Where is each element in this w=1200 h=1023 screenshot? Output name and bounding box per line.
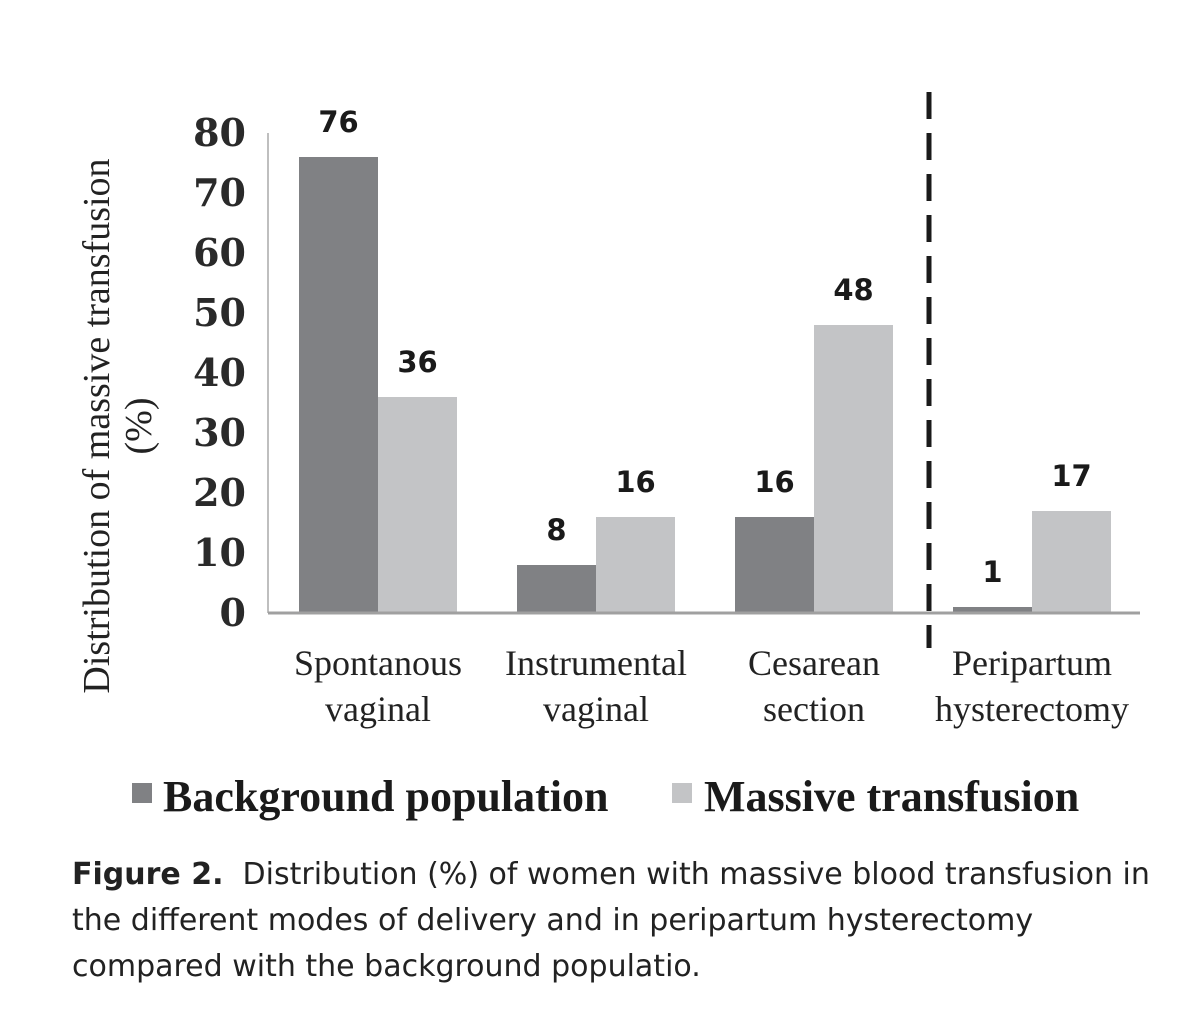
category-labels: Spontanous vaginal Instrumental vaginal Cesa…: [294, 643, 1129, 729]
y-axis-ticks: 0 10 20 30 40 50 60 70 80: [193, 110, 246, 635]
data-label-background-1: 8: [546, 513, 566, 547]
y-tick-label-80: 80: [193, 110, 246, 155]
category-label-1-line-0: Instrumental: [505, 643, 687, 683]
y-tick-label-70: 70: [193, 170, 246, 215]
figure-caption: Figure 2. Distribution (%) of women with…: [72, 852, 1162, 990]
legend-swatch-background: [132, 783, 152, 803]
legend: Background population Massive transfusio…: [132, 772, 1079, 821]
category-label-2-line-1: section: [763, 689, 865, 729]
bar-background-0: [299, 157, 378, 613]
y-tick-label-40: 40: [193, 350, 246, 395]
bar-massive-0: [378, 397, 457, 613]
bar-massive-3: [1032, 511, 1111, 613]
data-label-massive-2: 48: [833, 273, 873, 307]
caption-label: Figure 2.: [72, 857, 224, 892]
bar-massive-1: [596, 517, 675, 613]
category-label-0-line-0: Spontanous: [294, 643, 462, 683]
y-tick-label-30: 30: [193, 410, 246, 455]
legend-label-background: Background population: [163, 772, 608, 821]
bars: [299, 157, 1111, 613]
y-tick-label-10: 10: [193, 530, 246, 575]
y-tick-label-20: 20: [193, 470, 246, 515]
legend-swatch-massive: [672, 783, 692, 803]
category-label-0-line-1: vaginal: [325, 689, 431, 729]
y-axis-title: Distribution of massive transfusion (%): [76, 158, 160, 693]
category-label-3-line-1: hysterectomy: [935, 689, 1129, 729]
bar-background-2: [735, 517, 814, 613]
y-axis-title-line-2: (%): [118, 398, 160, 455]
data-label-massive-1: 16: [615, 465, 655, 499]
category-label-2-line-0: Cesarean: [748, 643, 880, 683]
y-tick-label-0: 0: [220, 590, 246, 635]
data-label-massive-3: 17: [1051, 459, 1091, 493]
data-label-massive-0: 36: [397, 345, 437, 379]
bar-background-3: [953, 607, 1032, 613]
category-label-3-line-0: Peripartum: [952, 643, 1112, 683]
bar-massive-2: [814, 325, 893, 613]
bar-background-1: [517, 565, 596, 613]
data-labels: 76 8 16 1 36 16 48 17: [318, 105, 1091, 589]
y-axis-title-line-1: Distribution of massive transfusion: [76, 158, 118, 693]
data-label-background-2: 16: [754, 465, 794, 499]
category-label-1-line-1: vaginal: [543, 689, 649, 729]
y-tick-label-50: 50: [193, 290, 246, 335]
legend-label-massive: Massive transfusion: [704, 772, 1079, 821]
data-label-background-3: 1: [982, 555, 1002, 589]
y-tick-label-60: 60: [193, 230, 246, 275]
data-label-background-0: 76: [318, 105, 358, 139]
caption-text: Distribution (%) of women with massive b…: [72, 857, 1150, 984]
